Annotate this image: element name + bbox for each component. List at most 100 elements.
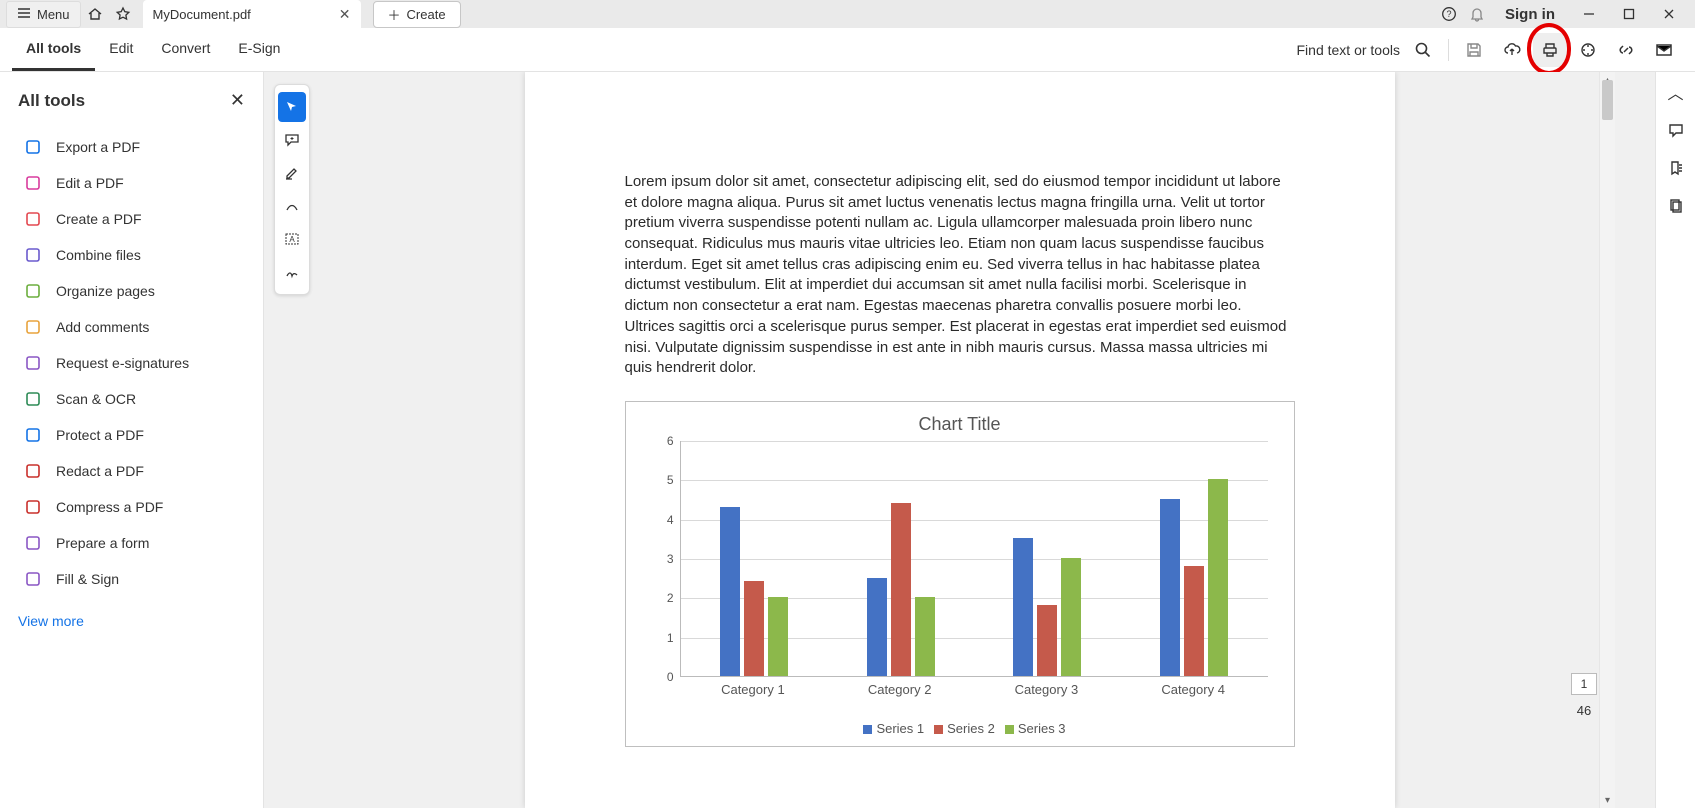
legend-swatch	[1005, 725, 1014, 734]
tool-label: Redact a PDF	[56, 463, 144, 479]
bar	[1013, 538, 1033, 676]
y-axis-label: 2	[644, 591, 674, 605]
signin-button[interactable]: Sign in	[1505, 6, 1555, 23]
tab-edit[interactable]: Edit	[95, 28, 147, 71]
svg-text:A: A	[289, 235, 295, 244]
y-axis-label: 1	[644, 631, 674, 645]
tool-fill-sign[interactable]: Fill & Sign	[18, 561, 245, 597]
legend-swatch	[934, 725, 943, 734]
tab-convert[interactable]: Convert	[147, 28, 224, 71]
create-button[interactable]: ＋ Create	[373, 1, 461, 28]
document-tab[interactable]: MyDocument.pdf ✕	[143, 0, 361, 28]
svg-text:?: ?	[1446, 9, 1451, 19]
plus-icon: ＋	[388, 5, 401, 24]
tool-create-a-pdf[interactable]: Create a PDF	[18, 201, 245, 237]
tool-icon	[24, 462, 42, 480]
tab-all-tools[interactable]: All tools	[12, 28, 95, 71]
vertical-scrollbar[interactable]: ▴ ▾	[1599, 72, 1615, 808]
star-button[interactable]	[109, 0, 137, 28]
x-axis-label: Category 3	[1015, 682, 1079, 697]
comments-panel-button[interactable]	[1662, 116, 1690, 144]
bar	[867, 578, 887, 676]
window-minimize[interactable]	[1569, 0, 1609, 28]
tool-edit-a-pdf[interactable]: Edit a PDF	[18, 165, 245, 201]
save-button[interactable]	[1457, 33, 1491, 67]
scroll-thumb[interactable]	[1602, 80, 1613, 120]
y-axis-label: 3	[644, 552, 674, 566]
tool-icon	[24, 318, 42, 336]
tool-organize-pages[interactable]: Organize pages	[18, 273, 245, 309]
help-button[interactable]: ?	[1435, 0, 1463, 28]
notification-button[interactable]	[1463, 0, 1491, 28]
y-axis-label: 6	[644, 434, 674, 448]
bar-chart: 0123456Category 1Category 2Category 3Cat…	[644, 441, 1276, 719]
tool-prepare-a-form[interactable]: Prepare a form	[18, 525, 245, 561]
tool-icon	[24, 426, 42, 444]
comment-tool[interactable]	[278, 125, 306, 155]
search-button[interactable]	[1406, 33, 1440, 67]
select-tool[interactable]	[278, 92, 306, 122]
scroll-down-arrow[interactable]: ▾	[1600, 792, 1615, 808]
tool-icon	[24, 354, 42, 372]
legend-label: Series 3	[1018, 721, 1066, 736]
tool-icon	[24, 210, 42, 228]
tool-icon	[24, 534, 42, 552]
highlight-tool[interactable]	[278, 158, 306, 188]
tool-icon	[24, 246, 42, 264]
tool-icon	[24, 570, 42, 588]
tool-redact-a-pdf[interactable]: Redact a PDF	[18, 453, 245, 489]
page-indicator: 1 46	[1571, 673, 1597, 718]
titlebar: Menu MyDocument.pdf ✕ ＋ Create ? Sign in	[0, 0, 1695, 28]
pages-panel-button[interactable]	[1662, 192, 1690, 220]
text-box-tool[interactable]: A	[278, 224, 306, 254]
menu-button[interactable]: Menu	[6, 1, 81, 28]
bar	[1037, 605, 1057, 676]
print-button[interactable]	[1533, 33, 1567, 67]
tab-e-sign[interactable]: E-Sign	[224, 28, 294, 71]
email-button[interactable]	[1647, 33, 1681, 67]
bookmarks-panel-button[interactable]	[1662, 154, 1690, 182]
tool-export-a-pdf[interactable]: Export a PDF	[18, 129, 245, 165]
bar	[768, 597, 788, 676]
tool-compress-a-pdf[interactable]: Compress a PDF	[18, 489, 245, 525]
view-more-link[interactable]: View more	[18, 613, 245, 629]
draw-tool[interactable]	[278, 191, 306, 221]
tool-combine-files[interactable]: Combine files	[18, 237, 245, 273]
sidebar-close-button[interactable]: ✕	[230, 90, 245, 111]
tool-label: Scan & OCR	[56, 391, 136, 407]
chart-legend: Series 1Series 2Series 3	[644, 721, 1276, 736]
tool-scan-ocr[interactable]: Scan & OCR	[18, 381, 245, 417]
document-viewport: A Lorem ipsum dolor sit amet, consectetu…	[264, 72, 1655, 808]
sign-tool[interactable]	[278, 257, 306, 287]
legend-label: Series 2	[947, 721, 995, 736]
tool-add-comments[interactable]: Add comments	[18, 309, 245, 345]
tool-label: Combine files	[56, 247, 141, 263]
bar-group	[1160, 479, 1228, 676]
sidebar: All tools ✕ Export a PDF Edit a PDFCreate…	[0, 72, 264, 808]
cloud-upload-button[interactable]	[1495, 33, 1529, 67]
link-button[interactable]	[1609, 33, 1643, 67]
tool-request-e-signatures[interactable]: Request e-signatures	[18, 345, 245, 381]
sidebar-title: All tools	[18, 91, 85, 111]
current-page-box[interactable]: 1	[1571, 673, 1597, 695]
menu-label: Menu	[37, 7, 70, 22]
tool-label: Request e-signatures	[56, 355, 189, 371]
home-button[interactable]	[81, 0, 109, 28]
tool-icon	[24, 138, 42, 156]
tool-label: Export a PDF	[56, 139, 140, 155]
total-pages: 46	[1577, 703, 1591, 718]
ai-assistant-button[interactable]	[1571, 33, 1605, 67]
tool-label: Compress a PDF	[56, 499, 163, 515]
tool-protect-a-pdf[interactable]: Protect a PDF	[18, 417, 245, 453]
tool-icon	[24, 174, 42, 192]
tool-label: Organize pages	[56, 283, 155, 299]
find-label: Find text or tools	[1297, 42, 1401, 58]
x-axis-label: Category 2	[868, 682, 932, 697]
close-tab-icon[interactable]: ✕	[339, 6, 351, 23]
chevron-up-icon[interactable]: ︿	[1662, 78, 1690, 106]
window-maximize[interactable]	[1609, 0, 1649, 28]
right-rail: ︿	[1655, 72, 1695, 808]
window-close[interactable]	[1649, 0, 1689, 28]
x-axis-label: Category 1	[721, 682, 785, 697]
bar	[891, 503, 911, 676]
